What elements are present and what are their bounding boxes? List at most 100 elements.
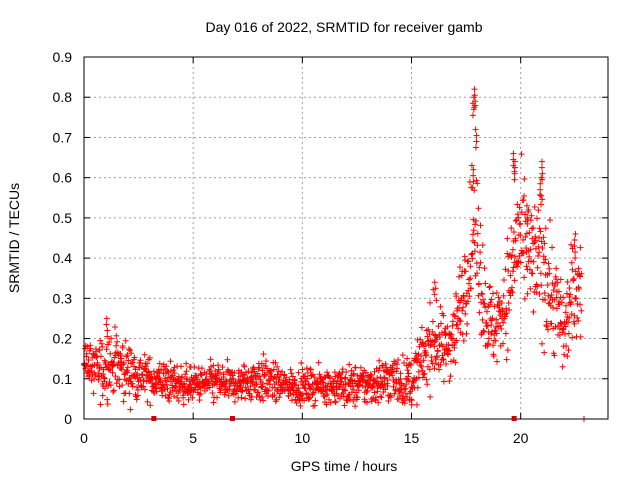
data-point bbox=[413, 375, 420, 382]
data-point bbox=[420, 371, 427, 378]
data-point bbox=[382, 386, 389, 393]
data-point bbox=[479, 291, 486, 298]
data-point bbox=[447, 330, 454, 337]
data-point bbox=[90, 390, 97, 397]
data-point bbox=[247, 396, 254, 403]
data-point bbox=[323, 387, 330, 394]
data-point bbox=[171, 370, 178, 377]
data-point bbox=[253, 381, 260, 388]
data-point bbox=[500, 340, 507, 347]
data-point bbox=[93, 362, 100, 369]
data-point bbox=[158, 367, 165, 374]
data-point bbox=[471, 248, 478, 255]
data-point bbox=[404, 367, 411, 374]
data-point bbox=[457, 264, 464, 271]
data-point bbox=[260, 351, 267, 358]
data-point bbox=[404, 355, 411, 362]
data-point bbox=[556, 326, 563, 333]
data-point bbox=[172, 383, 179, 390]
data-point bbox=[133, 396, 140, 403]
data-point bbox=[341, 402, 348, 409]
y-tick-label: 0.6 bbox=[53, 170, 73, 186]
data-point bbox=[182, 371, 189, 378]
data-point bbox=[360, 373, 367, 380]
data-point bbox=[363, 389, 370, 396]
data-point bbox=[197, 370, 204, 377]
data-point bbox=[555, 322, 562, 329]
data-point bbox=[457, 318, 464, 325]
data-point bbox=[464, 298, 471, 305]
data-point bbox=[341, 375, 348, 382]
y-tick-label: 0.4 bbox=[53, 250, 73, 266]
data-point bbox=[254, 389, 261, 396]
data-point bbox=[298, 359, 305, 366]
data-point bbox=[518, 151, 525, 158]
data-point bbox=[245, 368, 252, 375]
data-point bbox=[119, 382, 126, 389]
data-point bbox=[263, 358, 270, 365]
data-point bbox=[416, 358, 423, 365]
data-point bbox=[524, 208, 531, 215]
data-point bbox=[96, 347, 103, 354]
data-point bbox=[304, 375, 311, 382]
data-point bbox=[537, 228, 544, 235]
data-point bbox=[571, 237, 578, 244]
data-point bbox=[470, 216, 477, 223]
data-point bbox=[518, 209, 525, 216]
data-point bbox=[484, 308, 491, 315]
data-point bbox=[455, 305, 462, 312]
data-point bbox=[272, 359, 279, 366]
data-point bbox=[150, 368, 157, 375]
data-point bbox=[230, 375, 237, 382]
data-point bbox=[517, 232, 524, 239]
data-point bbox=[521, 274, 528, 281]
data-point bbox=[162, 377, 169, 384]
data-point bbox=[511, 176, 518, 183]
data-point bbox=[550, 287, 557, 294]
data-point bbox=[378, 394, 385, 401]
data-point bbox=[106, 379, 113, 386]
data-point bbox=[479, 242, 486, 249]
data-point bbox=[103, 346, 110, 353]
data-point bbox=[106, 339, 113, 346]
data-point bbox=[397, 376, 404, 383]
data-point bbox=[489, 328, 496, 335]
data-point bbox=[259, 380, 266, 387]
data-point bbox=[522, 211, 529, 218]
data-point bbox=[327, 399, 334, 406]
data-point bbox=[434, 348, 441, 355]
data-point bbox=[264, 387, 271, 394]
data-point bbox=[473, 132, 480, 139]
data-point bbox=[565, 319, 572, 326]
data-point bbox=[470, 227, 477, 234]
data-point bbox=[509, 268, 516, 275]
data-point bbox=[460, 337, 467, 344]
axis-ticks bbox=[83, 56, 608, 420]
data-point bbox=[355, 387, 362, 394]
data-point bbox=[256, 393, 263, 400]
data-point bbox=[504, 235, 511, 242]
data-point bbox=[404, 393, 411, 400]
data-point bbox=[473, 177, 480, 184]
data-point bbox=[474, 230, 481, 237]
data-point bbox=[481, 265, 488, 272]
data-point bbox=[529, 235, 536, 242]
data-point bbox=[446, 347, 453, 354]
data-point bbox=[502, 313, 509, 320]
data-point bbox=[456, 273, 463, 280]
data-point bbox=[434, 354, 441, 361]
data-point bbox=[164, 385, 171, 392]
data-point bbox=[359, 370, 366, 377]
data-point bbox=[451, 313, 458, 320]
data-point bbox=[578, 270, 585, 277]
data-point bbox=[259, 367, 266, 374]
data-point bbox=[352, 403, 359, 410]
data-point bbox=[118, 366, 125, 373]
data-point bbox=[101, 385, 108, 392]
data-point bbox=[264, 365, 271, 372]
data-point bbox=[288, 397, 295, 404]
data-point bbox=[183, 360, 190, 367]
data-point bbox=[350, 371, 357, 378]
data-point bbox=[426, 366, 433, 373]
data-point bbox=[251, 386, 258, 393]
